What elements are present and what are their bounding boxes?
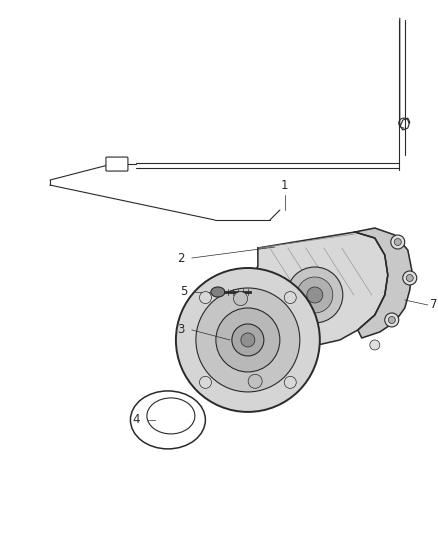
Text: 7: 7 xyxy=(430,298,437,311)
Text: 4: 4 xyxy=(132,414,140,426)
Circle shape xyxy=(248,374,262,389)
Circle shape xyxy=(284,376,296,389)
Circle shape xyxy=(394,238,401,246)
Circle shape xyxy=(176,268,320,412)
Circle shape xyxy=(241,333,255,347)
Circle shape xyxy=(216,308,280,372)
Circle shape xyxy=(233,292,247,305)
Circle shape xyxy=(199,376,212,389)
Text: 1: 1 xyxy=(281,179,289,192)
Circle shape xyxy=(406,274,413,281)
Text: 5: 5 xyxy=(180,286,188,298)
Text: 3: 3 xyxy=(177,324,185,336)
Polygon shape xyxy=(355,228,412,338)
Circle shape xyxy=(370,340,380,350)
Circle shape xyxy=(287,267,343,323)
Polygon shape xyxy=(248,232,388,345)
Circle shape xyxy=(199,292,212,304)
Circle shape xyxy=(388,317,395,324)
Circle shape xyxy=(196,288,300,392)
Circle shape xyxy=(297,277,333,313)
Circle shape xyxy=(307,287,323,303)
Circle shape xyxy=(284,292,296,304)
Circle shape xyxy=(232,324,264,356)
Ellipse shape xyxy=(211,287,225,297)
Text: 2: 2 xyxy=(177,252,185,264)
Circle shape xyxy=(385,313,399,327)
Circle shape xyxy=(403,271,417,285)
Circle shape xyxy=(391,235,405,249)
FancyBboxPatch shape xyxy=(106,157,128,171)
